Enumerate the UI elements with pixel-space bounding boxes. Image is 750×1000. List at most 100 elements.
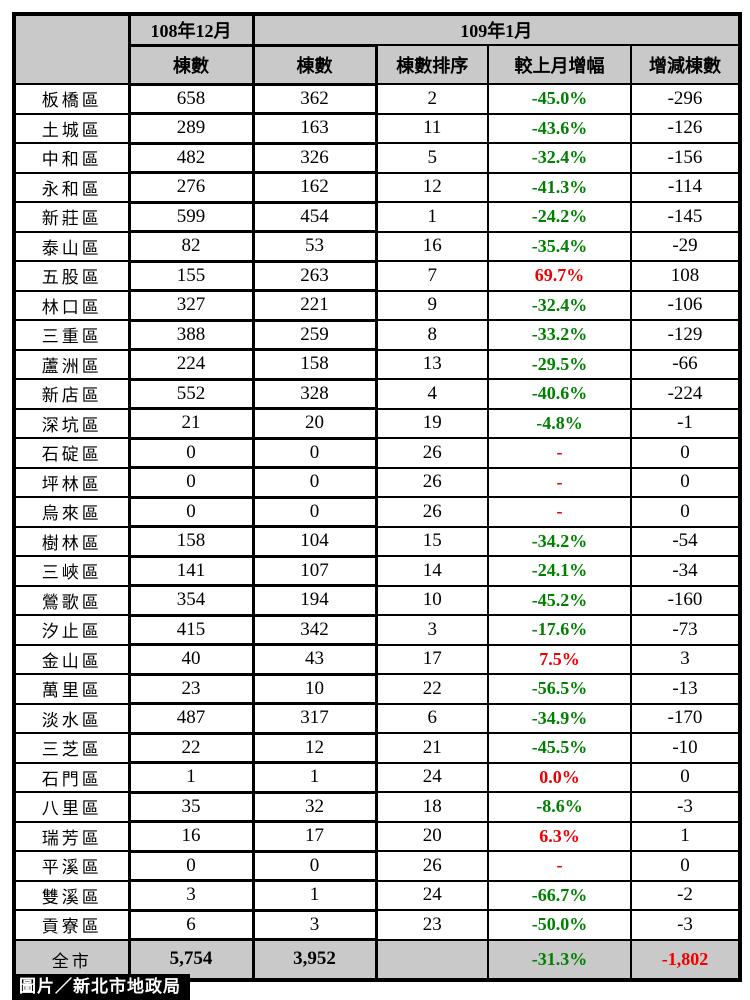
rank-cell: 8: [375, 319, 489, 351]
curr-cell: 53: [251, 230, 378, 263]
diff-cell: -13: [630, 673, 741, 705]
pct-cell: -4.8%: [487, 407, 632, 439]
pct-cell: -45.2%: [487, 584, 632, 616]
rank-cell: 1: [375, 201, 489, 233]
diff-cell: -145: [630, 201, 741, 233]
table-row: 金山區 40 43 17 7.5% 3: [13, 643, 741, 676]
rank-cell: 5: [375, 142, 489, 174]
table-row: 坪林區 0 0 26-0: [13, 466, 741, 499]
prev-cell: 3: [127, 879, 255, 912]
diff-cell: -66: [630, 348, 741, 380]
diff-cell: -296: [630, 83, 741, 115]
diff-cell: -224: [630, 378, 741, 410]
prev-cell: 155: [127, 259, 255, 292]
district-name-cell: 貢寮區: [13, 909, 130, 941]
prev-cell: 552: [127, 377, 255, 410]
district-name-cell: 五股區: [13, 260, 130, 292]
prev-cell: 0: [127, 466, 255, 499]
curr-cell: 17: [251, 820, 378, 853]
table-row: 新莊區 599 454 1 -24.2% -145: [13, 200, 741, 233]
diff-cell: 0: [630, 850, 741, 882]
pct-cell: 0.0%: [487, 761, 632, 793]
curr-cell: 0: [251, 495, 378, 528]
pct-cell: -56.5%: [487, 673, 632, 705]
curr-cell: 12: [251, 731, 378, 764]
diff-cell: 0: [630, 466, 741, 498]
pct-cell: -34.9%: [487, 702, 632, 734]
curr-cell: 162: [251, 171, 378, 204]
diff-cell: -156: [630, 142, 741, 174]
district-name-cell: 烏來區: [13, 496, 130, 528]
corner-cell: [13, 13, 130, 85]
rank-cell: 17: [375, 643, 489, 675]
prev-cell: 0: [127, 436, 255, 469]
rank-cell: 2: [375, 83, 489, 115]
curr-cell: 158: [251, 348, 378, 381]
district-name-cell: 新莊區: [13, 201, 130, 233]
diff-header: 增減棟數: [630, 44, 741, 85]
curr-cell: 32: [251, 790, 378, 823]
curr-cell: 328: [251, 377, 378, 410]
table-row: 新店區 552 328 4 -40.6% -224: [13, 377, 741, 410]
table-row: 中和區 482 326 5 -32.4% -156: [13, 141, 741, 174]
pct-cell: -45.5%: [487, 732, 632, 764]
curr-cell: 194: [251, 584, 378, 617]
rank-cell: 26: [375, 437, 489, 469]
diff-cell: -2: [630, 879, 741, 911]
diff-cell: -10: [630, 732, 741, 764]
district-name-cell: 三重區: [13, 319, 130, 351]
pct-cell: -: [487, 466, 632, 498]
district-name-cell: 淡水區: [13, 702, 130, 734]
table-row: 平溪區 0 0 26-0: [13, 849, 741, 882]
prev-cell: 40: [127, 643, 255, 676]
diff-cell: 1: [630, 820, 741, 852]
diff-cell: -129: [630, 319, 741, 351]
district-name-cell: 鶯歌區: [13, 584, 130, 616]
prev-cell: 16: [127, 820, 255, 853]
district-name-cell: 石碇區: [13, 437, 130, 469]
rank-cell: 24: [375, 879, 489, 911]
diff-cell: 0: [630, 437, 741, 469]
prev-cell: 0: [127, 849, 255, 882]
diff-cell: -29: [630, 230, 741, 262]
district-name-cell: 樹林區: [13, 525, 130, 557]
rank-cell: 9: [375, 289, 489, 321]
rank-cell: 16: [375, 230, 489, 262]
district-name-cell: 瑞芳區: [13, 820, 130, 852]
table-row: 汐止區 415 342 3 -17.6% -73: [13, 613, 741, 646]
curr-cell: 326: [251, 141, 378, 174]
curr-cell: 263: [251, 259, 378, 292]
diff-cell: -73: [630, 614, 741, 646]
rank-header: 棟數排序: [375, 44, 489, 85]
pct-cell: 7.5%: [487, 643, 632, 675]
pct-cell: -24.2%: [487, 201, 632, 233]
prev-count-header: 棟數: [127, 43, 255, 86]
prev-cell: 354: [127, 584, 255, 617]
diff-cell: -126: [630, 112, 741, 144]
header-row-months: 108年12月 109年1月: [13, 12, 741, 85]
pct-cell: -43.6%: [487, 112, 632, 144]
district-name-cell: 土城區: [13, 112, 130, 144]
pct-cell: 6.3%: [487, 820, 632, 852]
table-row: 土城區 289 163 11 -43.6% -126: [13, 112, 741, 145]
curr-count-header: 棟數: [251, 43, 378, 86]
rank-cell: 10: [375, 584, 489, 616]
curr-cell: 43: [251, 643, 378, 676]
prev-cell: 658: [127, 82, 255, 115]
rank-cell: 6: [375, 702, 489, 734]
pct-cell: -32.4%: [487, 142, 632, 174]
district-name-cell: 萬里區: [13, 673, 130, 705]
pct-cell: -: [487, 850, 632, 882]
total-label: 全市: [13, 938, 130, 981]
table-row: 三峽區 141 107 14 -24.1% -34: [13, 554, 741, 587]
prev-cell: 23: [127, 672, 255, 705]
rank-cell: 21: [375, 732, 489, 764]
total-pct-cell: -31.3%: [487, 938, 632, 981]
curr-cell: 362: [251, 82, 378, 115]
prev-cell: 6: [127, 908, 255, 941]
prev-cell: 1: [127, 761, 255, 794]
rank-cell: 12: [375, 171, 489, 203]
pct-cell: -32.4%: [487, 289, 632, 321]
prev-cell: 289: [127, 112, 255, 145]
curr-cell: 3: [251, 908, 378, 941]
